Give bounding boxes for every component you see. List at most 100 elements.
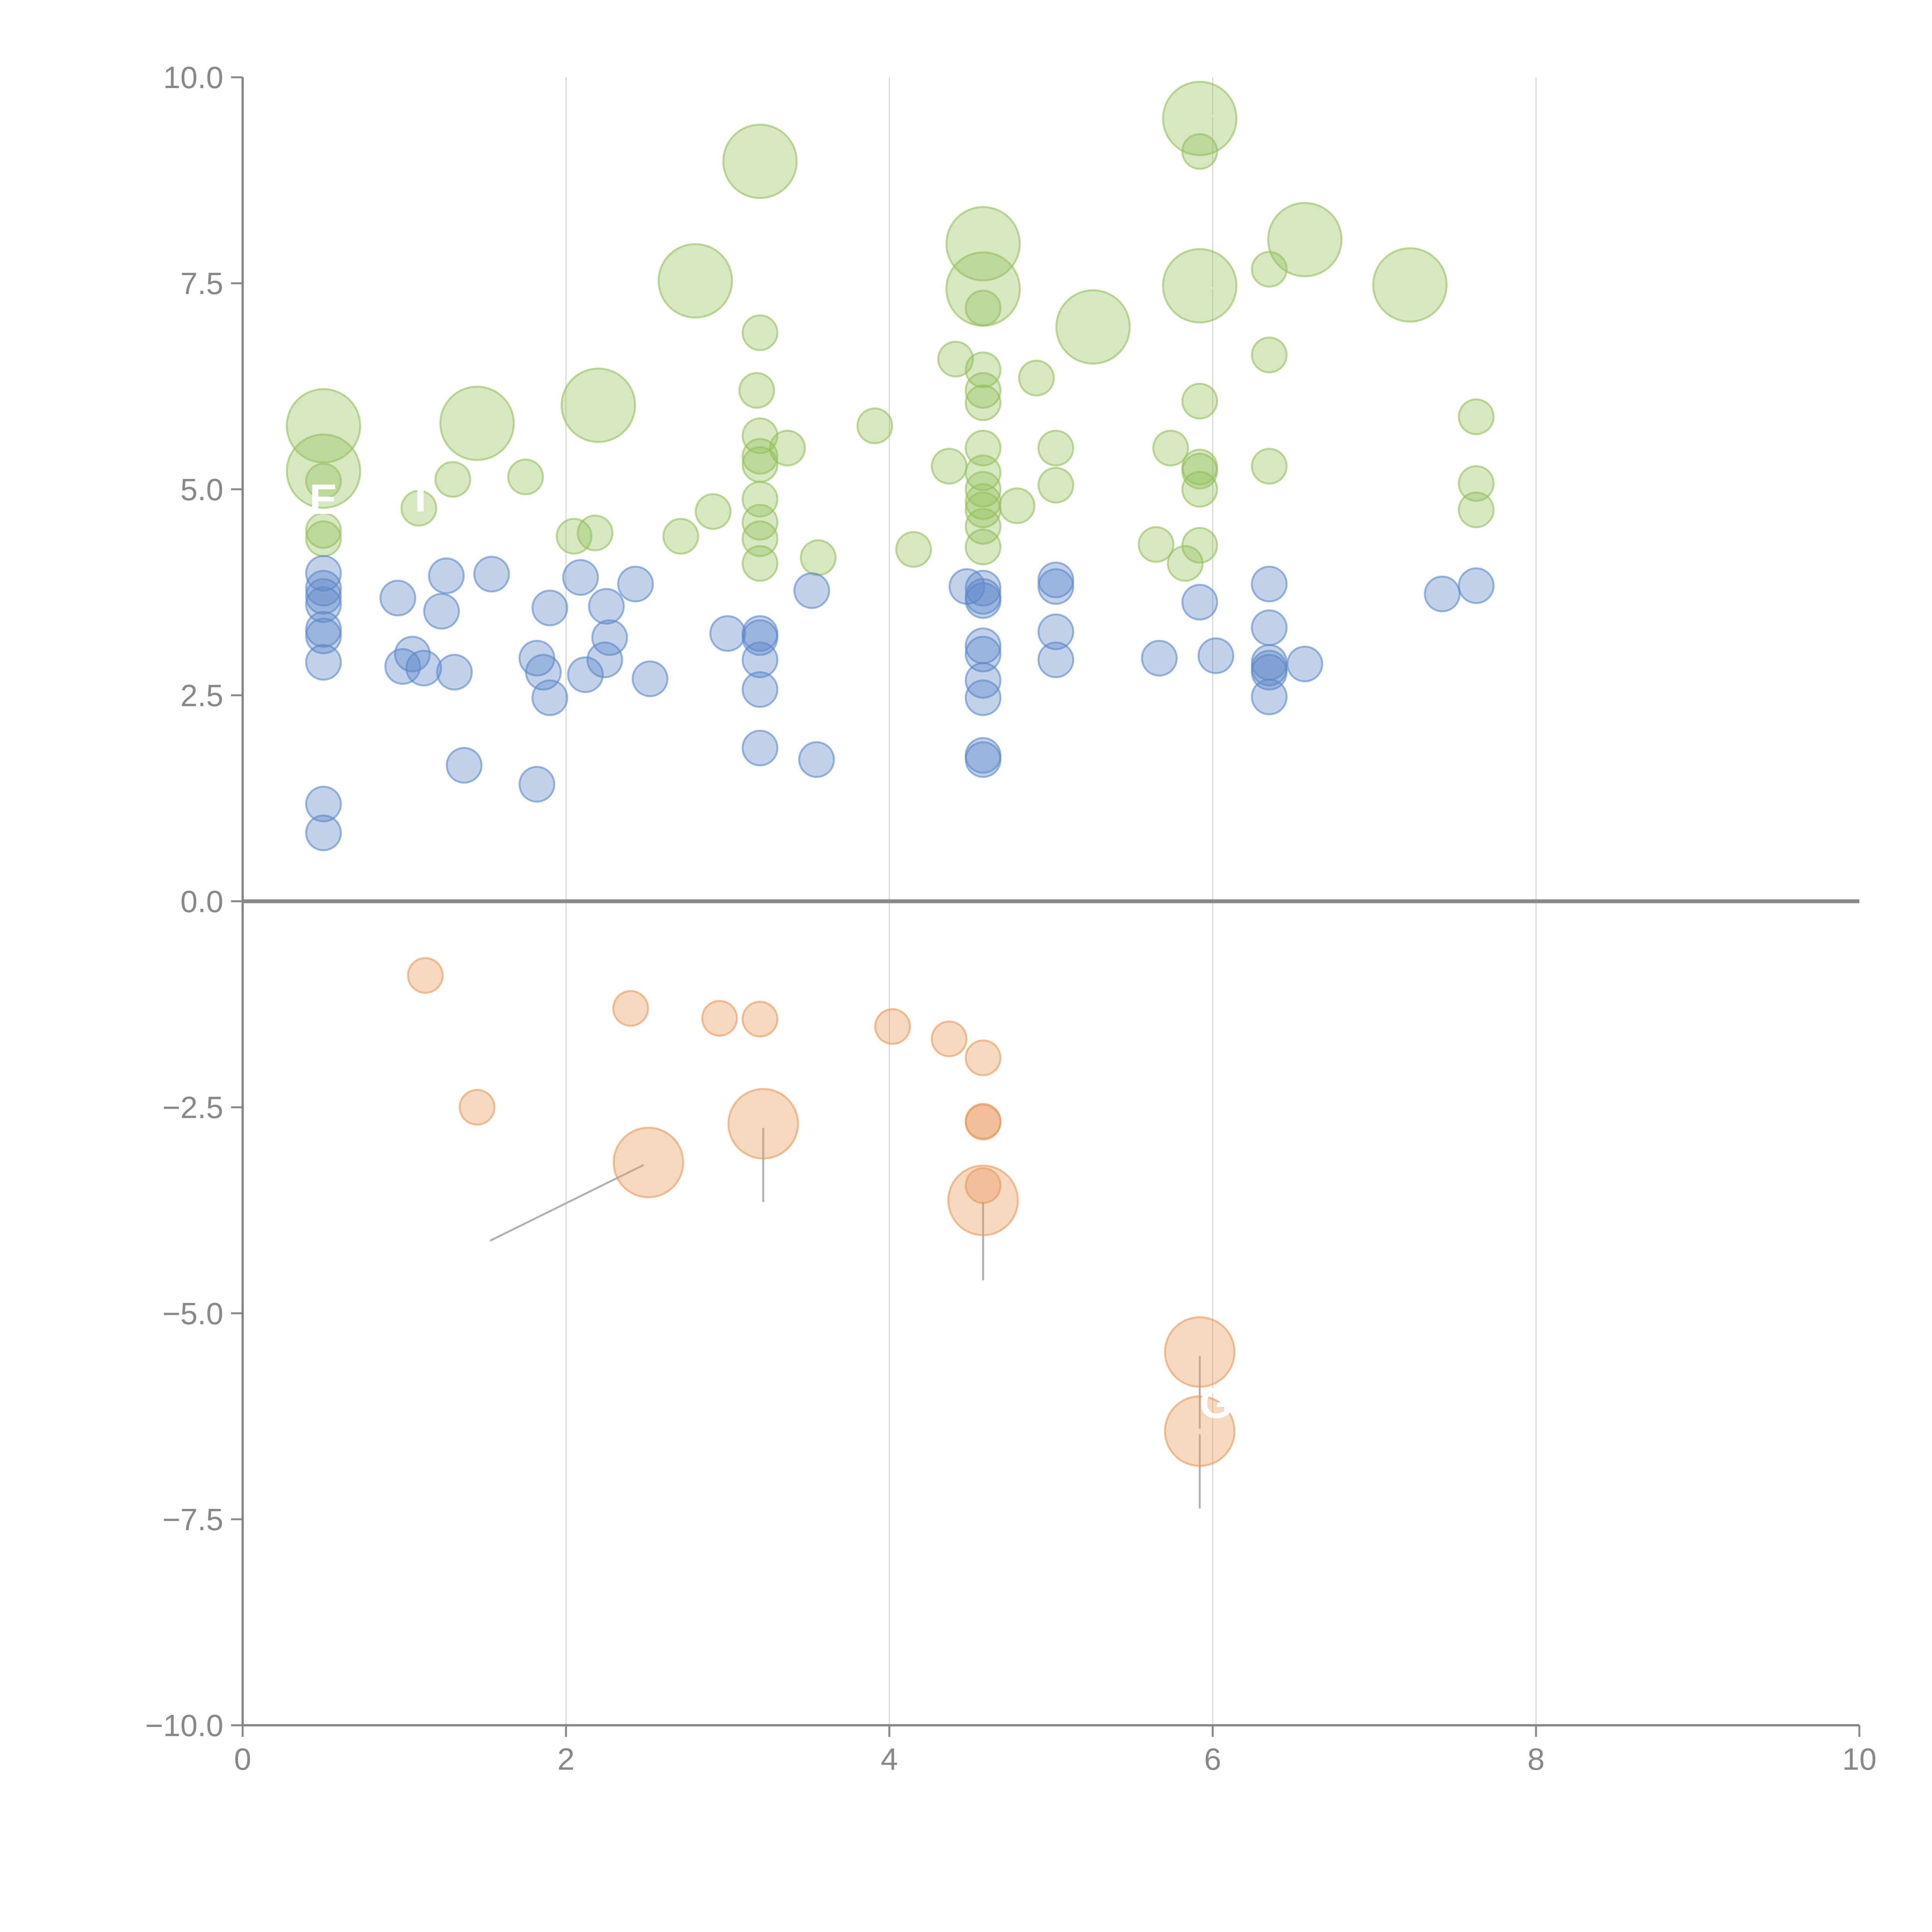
green-bubble bbox=[507, 458, 544, 495]
green-bubble bbox=[658, 243, 733, 319]
green-bubble bbox=[769, 430, 806, 467]
blue-bubble bbox=[798, 741, 835, 778]
green-bubble bbox=[695, 493, 732, 530]
blue-bubble bbox=[709, 615, 746, 652]
blue-bubble bbox=[1037, 613, 1075, 650]
green-bubble bbox=[1181, 133, 1218, 170]
leader-line bbox=[1309, 241, 1343, 255]
leader-line bbox=[764, 142, 793, 158]
orange-bubble bbox=[701, 1000, 738, 1037]
green-bubble bbox=[742, 417, 779, 454]
annotation-label: E bbox=[310, 476, 338, 523]
x-tick-label: 4 bbox=[881, 1742, 898, 1776]
green-bubble bbox=[856, 407, 893, 444]
bubbles bbox=[286, 81, 1495, 1467]
blue-bubble bbox=[1458, 567, 1495, 604]
blue-bubble bbox=[1251, 609, 1288, 646]
green-bubble bbox=[1162, 248, 1238, 324]
leader-line bbox=[1099, 328, 1117, 350]
leader-line bbox=[1176, 443, 1201, 469]
green-bubble bbox=[1458, 465, 1495, 502]
green-bubble bbox=[964, 508, 1002, 545]
orange-bubble bbox=[742, 1000, 779, 1037]
blue-bubble bbox=[423, 593, 460, 630]
blue-bubble bbox=[793, 572, 830, 609]
green-bubble bbox=[945, 206, 1021, 282]
green-bubble bbox=[1458, 398, 1495, 435]
leader-line bbox=[1206, 286, 1237, 293]
green-bubble bbox=[577, 514, 614, 551]
y-tick-label: −10.0 bbox=[145, 1708, 223, 1743]
green-bubble bbox=[1181, 527, 1218, 564]
orange-bubble bbox=[407, 957, 444, 994]
green-bubble bbox=[305, 520, 342, 557]
green-bubble bbox=[305, 463, 342, 500]
orange-bubble bbox=[947, 1165, 1019, 1236]
annotations: E T G bbox=[310, 473, 1233, 1427]
leader-line bbox=[683, 250, 693, 276]
blue-bubble bbox=[567, 656, 604, 693]
y-tick-label: −5.0 bbox=[162, 1296, 223, 1331]
orange-bubble bbox=[1164, 1316, 1236, 1388]
annotation-label: T bbox=[408, 473, 434, 521]
blue-bubble bbox=[1197, 637, 1235, 674]
blue-bubble bbox=[436, 654, 473, 691]
blue-bubble bbox=[1141, 639, 1178, 677]
blue-bubble bbox=[305, 644, 342, 681]
blue-bubble bbox=[742, 671, 779, 708]
y-tick-label: 5.0 bbox=[180, 472, 223, 507]
orange-bubble bbox=[459, 1089, 496, 1126]
tick-labels: 0 2 4 6 8 10 10.0 7.5 5.0 2.5 0.0 −2.5 −5.0 −7.5 −10.0 bbox=[145, 60, 1877, 1776]
annotation-label: G bbox=[1199, 1380, 1233, 1427]
blue-bubble bbox=[428, 557, 465, 594]
blue-bubble bbox=[617, 565, 654, 602]
blue-bubble bbox=[384, 648, 421, 685]
green-bubble bbox=[1181, 471, 1218, 508]
green-bubble bbox=[1372, 247, 1448, 323]
blue-bubble bbox=[1424, 575, 1461, 612]
leader-line bbox=[757, 388, 789, 393]
blue-bubble bbox=[591, 619, 628, 656]
green-bubble bbox=[1458, 492, 1495, 529]
orange-bubble bbox=[964, 1167, 1002, 1204]
green-bubble bbox=[930, 448, 968, 485]
blue-bubble bbox=[1037, 568, 1075, 605]
orange-bubble bbox=[1164, 1395, 1236, 1467]
blue-bubble bbox=[379, 580, 417, 617]
blue-bubble bbox=[588, 588, 625, 625]
green-bubble bbox=[1162, 81, 1238, 156]
blue-bubble bbox=[531, 589, 568, 626]
green-bubble bbox=[400, 490, 437, 527]
blue-bubble bbox=[964, 570, 1002, 607]
green-bubble bbox=[964, 289, 1002, 327]
leader-line bbox=[1406, 287, 1424, 309]
green-bubble bbox=[964, 471, 1002, 508]
blue-bubble bbox=[562, 559, 599, 596]
blue-bubble bbox=[305, 815, 342, 852]
green-bubble bbox=[1037, 467, 1075, 504]
blue-bubble bbox=[305, 786, 342, 823]
blue-bubble bbox=[964, 679, 1002, 716]
blue-bubble bbox=[586, 641, 623, 679]
x-tick-label: 10 bbox=[1842, 1742, 1877, 1776]
green-bubble bbox=[439, 386, 515, 461]
green-bubble bbox=[286, 388, 361, 464]
green-bubble bbox=[998, 487, 1036, 524]
orange-bubble bbox=[964, 1039, 1002, 1077]
blue-bubble bbox=[531, 679, 568, 716]
green-bubble bbox=[1267, 202, 1343, 277]
leader-line bbox=[481, 427, 512, 442]
green-bubble bbox=[722, 124, 798, 199]
blue-bubble bbox=[518, 766, 555, 803]
blue-bubble bbox=[1251, 565, 1288, 602]
y-tick-label: 7.5 bbox=[180, 266, 223, 301]
leader-lines bbox=[331, 113, 1424, 1509]
green-bubble bbox=[742, 545, 779, 582]
green-bubble bbox=[305, 512, 342, 549]
y-tick-label: 2.5 bbox=[180, 678, 223, 713]
green-bubble bbox=[964, 529, 1002, 566]
green-bubble bbox=[1251, 448, 1288, 485]
green-bubble bbox=[1037, 430, 1075, 467]
